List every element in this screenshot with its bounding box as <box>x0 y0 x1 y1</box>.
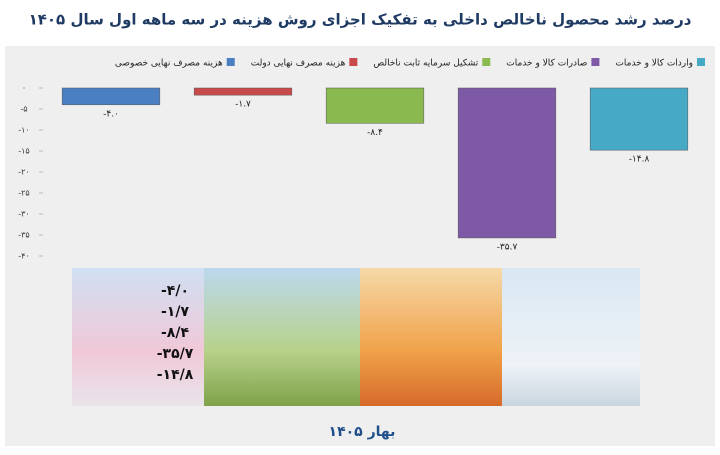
bar <box>193 87 293 96</box>
y-tick-label: -۵ <box>20 105 27 114</box>
legend-swatch <box>591 58 600 66</box>
autumn-image <box>360 268 502 406</box>
legend-label: واردات کالا و خدمات <box>615 59 693 69</box>
legend-label: هزینه مصرف نهایی دولت <box>251 59 346 69</box>
legend-swatch <box>349 58 358 66</box>
bar <box>589 87 689 151</box>
legend-swatch <box>697 58 705 66</box>
y-tick-label: -۱۰ <box>18 126 29 135</box>
y-tick-label: ۰ <box>22 84 26 93</box>
bar <box>325 87 425 124</box>
y-tick-label: -۱۵ <box>18 147 29 156</box>
data-label: -۳۵.۷ <box>497 242 518 252</box>
panel-value: -۳۵/۷ <box>157 346 194 362</box>
y-tick-label: -۲۰ <box>18 168 29 177</box>
data-label: -۱۴.۸ <box>629 155 650 165</box>
legend-swatch <box>226 58 235 66</box>
legend-label: تشکیل سرمایه ثابت ناخالص <box>373 59 478 69</box>
y-tick-label: -۳۰ <box>18 210 29 219</box>
season-panel <box>72 268 640 406</box>
legend-label: صادرات کالا و خدمات <box>506 59 587 69</box>
y-tick-label: -۴۰ <box>18 252 29 261</box>
panel-value: -۱/۷ <box>161 304 189 320</box>
spring-image <box>72 268 204 406</box>
panel-caption: بهار ۱۴۰۵ <box>329 424 396 440</box>
panel-value: -۴/۰ <box>161 283 189 299</box>
panel-value: -۱۴/۸ <box>157 367 194 383</box>
data-label: -۸.۴ <box>367 128 383 138</box>
chart-title: درصد رشد محصول ناخالص داخلی به تفکیک اجز… <box>29 11 692 29</box>
y-tick-label: -۳۵ <box>18 231 29 240</box>
winter-image <box>502 268 640 406</box>
data-label: -۱.۷ <box>235 100 251 110</box>
y-tick-label: -۲۵ <box>18 189 29 198</box>
bar <box>457 87 557 239</box>
summer-image <box>204 268 360 406</box>
bar <box>61 87 161 106</box>
data-label: -۴.۰ <box>103 109 119 119</box>
legend-swatch <box>482 58 491 66</box>
legend-label: هزینه مصرف نهایی خصوصی <box>115 59 223 69</box>
panel-value: -۸/۴ <box>161 325 189 341</box>
